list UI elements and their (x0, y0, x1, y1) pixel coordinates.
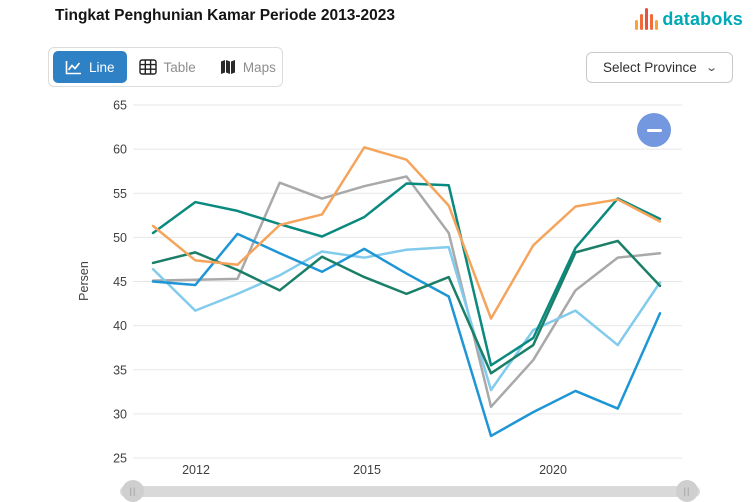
tab-maps[interactable]: Maps (208, 51, 288, 83)
y-axis-title: Persen (77, 261, 91, 301)
y-tick-label: 50 (113, 231, 127, 245)
databoks-logo-text: databoks (662, 8, 743, 29)
line-series-teal-dark (151, 239, 662, 375)
line-series-orange (151, 146, 662, 320)
province-selector-label: Select Province (602, 60, 697, 75)
y-tick-label: 35 (113, 363, 127, 377)
zoom-out-button[interactable] (637, 113, 671, 147)
province-selector[interactable]: Select Province ⌄ (586, 52, 733, 83)
line-series-gray (151, 175, 662, 409)
chart-scrollbar-track[interactable] (120, 486, 700, 497)
databoks-logo: databoks (635, 8, 743, 30)
y-tick-label: 40 (113, 319, 127, 333)
y-tick-label: 60 (113, 143, 127, 157)
y-tick-label: 65 (113, 99, 127, 113)
chart-type-tabs: Line Table Maps (48, 47, 283, 87)
line-chart-icon (65, 60, 82, 75)
line-series-light-blue (151, 245, 662, 392)
line-series-teal (151, 182, 662, 367)
line-chart: 25 30 35 40 45 50 55 60 65 2012 2015 2020 Persen (0, 90, 753, 485)
x-tick-label: 2020 (539, 463, 567, 477)
y-tick-label: 55 (113, 187, 127, 201)
tab-table[interactable]: Table (127, 51, 208, 83)
y-tick-label: 45 (113, 275, 127, 289)
table-grid-icon (138, 59, 157, 75)
scrollbar-grip-left[interactable]: || (122, 480, 144, 502)
chevron-down-icon: ⌄ (704, 62, 718, 74)
line-series-blue (151, 232, 662, 438)
x-tick-label: 2012 (182, 463, 210, 477)
scrollbar-grip-right[interactable]: || (676, 480, 698, 502)
maps-icon (220, 59, 236, 75)
databoks-logo-icon (635, 8, 659, 30)
y-tick-label: 30 (113, 407, 127, 421)
tab-maps-label: Maps (242, 59, 276, 75)
minus-icon (646, 128, 662, 132)
y-tick-label: 25 (113, 452, 127, 466)
tab-table-label: Table (163, 59, 196, 75)
tab-line[interactable]: Line (53, 51, 127, 83)
chart-canvas: 25 30 35 40 45 50 55 60 65 2012 2015 2020 Persen (77, 99, 682, 477)
page-title: Tingkat Penghunian Kamar Periode 2013-20… (55, 7, 395, 24)
tab-line-label: Line (89, 59, 115, 75)
x-tick-label: 2015 (353, 463, 381, 477)
